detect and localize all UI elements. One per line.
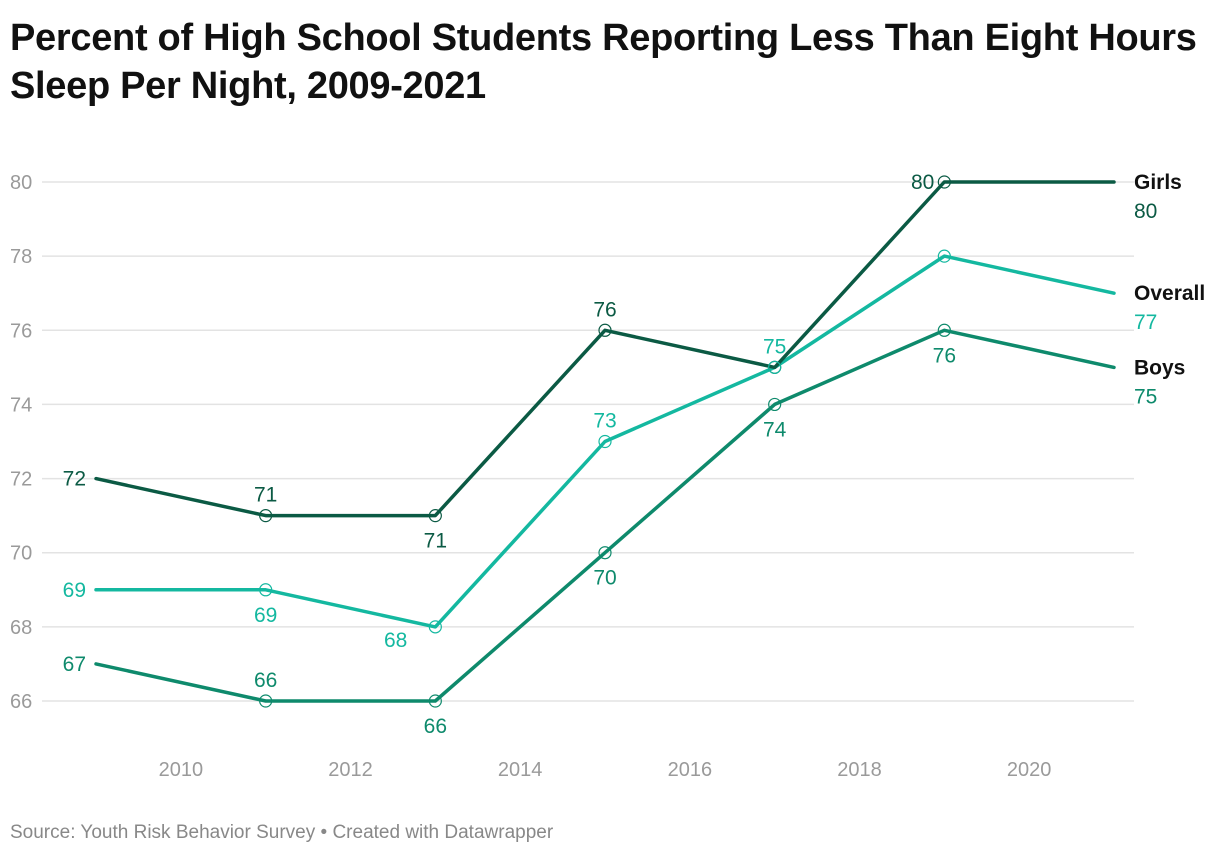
y-tick-label: 78 — [10, 246, 32, 268]
series-line-overall — [94, 254, 1116, 629]
point-marker-girls — [598, 323, 612, 337]
series-end-value-boys: 75 — [1134, 385, 1157, 408]
data-label-overall: 73 — [593, 410, 616, 433]
series-lines — [94, 180, 1116, 703]
data-label-boys: 74 — [763, 418, 787, 441]
data-label-boys: 66 — [424, 715, 447, 738]
data-label-girls: 71 — [424, 530, 447, 553]
data-label-girls: 72 — [63, 468, 86, 491]
y-tick-label: 72 — [10, 469, 32, 491]
point-marker-boys — [768, 397, 782, 412]
y-tick-label: 80 — [10, 172, 32, 194]
point-marker-boys — [259, 694, 273, 708]
series-end-value-overall: 77 — [1134, 311, 1157, 334]
series-name-girls: Girls — [1134, 171, 1182, 194]
point-marker-boys — [598, 546, 612, 560]
gridlines — [42, 181, 1134, 702]
data-label-boys: 67 — [63, 653, 86, 676]
point-marker-boys — [937, 323, 951, 337]
point-marker-boys — [428, 694, 442, 708]
y-tick-label: 70 — [10, 543, 32, 565]
source-note: Source: Youth Risk Behavior Survey — [10, 822, 316, 843]
y-axis-ticks: 66 68 70 72 74 76 78 80 — [10, 172, 32, 713]
point-markers — [259, 175, 951, 708]
y-tick-label: 66 — [10, 691, 32, 713]
y-tick-label: 76 — [10, 320, 32, 342]
y-tick-label: 68 — [10, 617, 32, 639]
data-label-girls: 76 — [593, 298, 616, 321]
data-label-boys: 66 — [254, 669, 277, 692]
point-marker-overall — [937, 249, 951, 263]
point-marker-overall — [259, 583, 273, 597]
chart-footer: Source: Youth Risk Behavior Survey • Cre… — [10, 822, 553, 844]
data-label-boys: 70 — [593, 567, 616, 590]
x-tick-label: 2020 — [1007, 759, 1052, 781]
data-labels: 72 71 71 76 80 69 69 68 73 75 67 66 66 70 74 76 — [63, 171, 956, 738]
data-label-overall: 75 — [763, 335, 786, 358]
chart-title: Percent of High School Students Reportin… — [10, 17, 1197, 107]
series-name-overall: Overall — [1134, 282, 1205, 305]
series-line-boys — [94, 328, 1116, 703]
series-line-girls — [94, 180, 1116, 518]
point-marker-girls — [937, 175, 951, 189]
x-tick-label: 2018 — [837, 759, 882, 781]
point-marker-overall — [598, 434, 612, 449]
point-marker-girls — [428, 509, 442, 523]
y-tick-label: 74 — [10, 394, 32, 416]
x-tick-label: 2014 — [498, 759, 543, 781]
data-label-overall: 69 — [63, 579, 86, 602]
x-tick-label: 2012 — [328, 759, 373, 781]
credit-link[interactable]: Created with Datawrapper — [332, 822, 554, 843]
point-marker-girls — [259, 509, 273, 523]
data-label-girls: 71 — [254, 484, 277, 507]
point-marker-overall — [428, 620, 442, 634]
point-marker-overall — [768, 360, 782, 374]
data-label-overall: 69 — [254, 604, 277, 627]
x-tick-label: 2010 — [159, 759, 204, 781]
series-end-labels: Girls 80 Overall 77 Boys 75 — [1134, 171, 1205, 408]
x-tick-label: 2016 — [668, 759, 713, 781]
series-name-boys: Boys — [1134, 356, 1185, 379]
data-label-boys: 76 — [933, 344, 956, 367]
series-end-value-girls: 80 — [1134, 200, 1157, 223]
data-label-overall: 68 — [384, 629, 407, 652]
footer-separator: • — [315, 822, 333, 843]
data-label-girls: 80 — [911, 171, 934, 194]
x-axis-ticks: 2010 2012 2014 2016 2018 2020 — [159, 759, 1052, 781]
